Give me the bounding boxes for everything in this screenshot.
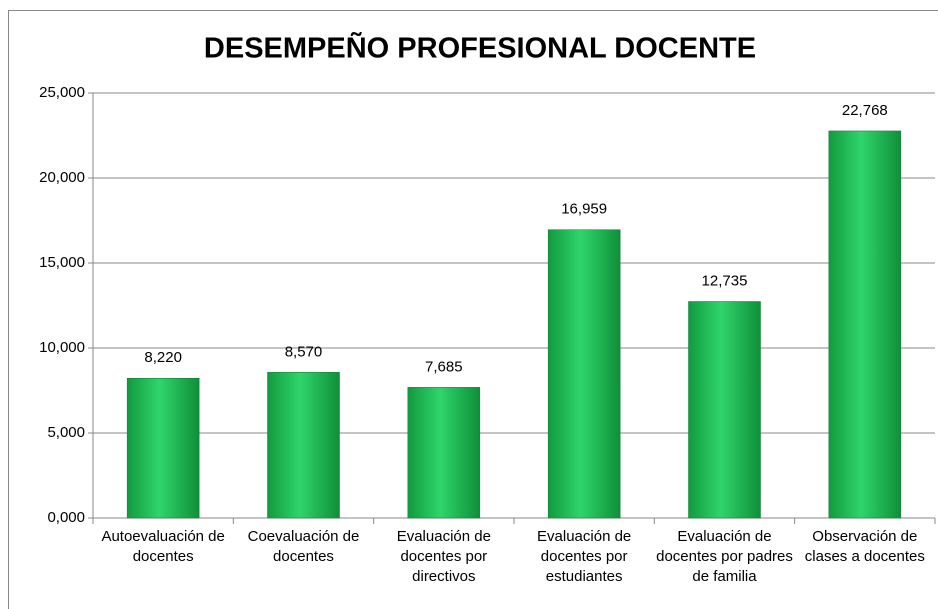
value-label: 8,570	[285, 343, 323, 360]
bar	[688, 301, 761, 519]
y-tick-label: 25,000	[39, 84, 85, 101]
frame	[8, 10, 938, 609]
bar	[547, 229, 621, 519]
x-tick-label: Coevaluación de docentes	[247, 528, 360, 565]
value-label: 12,735	[702, 272, 748, 289]
x-tick-label: Evaluación de docentes por padres de fam…	[656, 528, 793, 585]
value-label: 16,959	[561, 201, 607, 218]
y-tick-label: 15,000	[39, 254, 85, 271]
bar	[407, 387, 481, 519]
x-tick-label: Observación de clases a docentes	[804, 528, 925, 565]
value-label: 22,768	[842, 102, 888, 119]
bar	[828, 130, 902, 519]
y-tick-label: 5,000	[47, 424, 85, 441]
value-label: 7,685	[425, 358, 463, 375]
chart-title: DESEMPEÑO PROFESIONAL DOCENTE	[204, 31, 756, 65]
value-label: 8,220	[144, 349, 182, 366]
x-tick-label: Evaluación de docentes por directivos	[396, 528, 491, 585]
y-tick-label: 10,000	[39, 339, 85, 356]
y-tick-label: 20,000	[39, 169, 85, 186]
y-tick-label: 0,000	[47, 509, 85, 526]
x-tick-label: Autoevaluación de docentes	[101, 528, 225, 565]
bar	[267, 372, 340, 519]
x-tick-label: Evaluación de docentes por estudiantes	[537, 528, 632, 585]
bar	[126, 378, 200, 519]
